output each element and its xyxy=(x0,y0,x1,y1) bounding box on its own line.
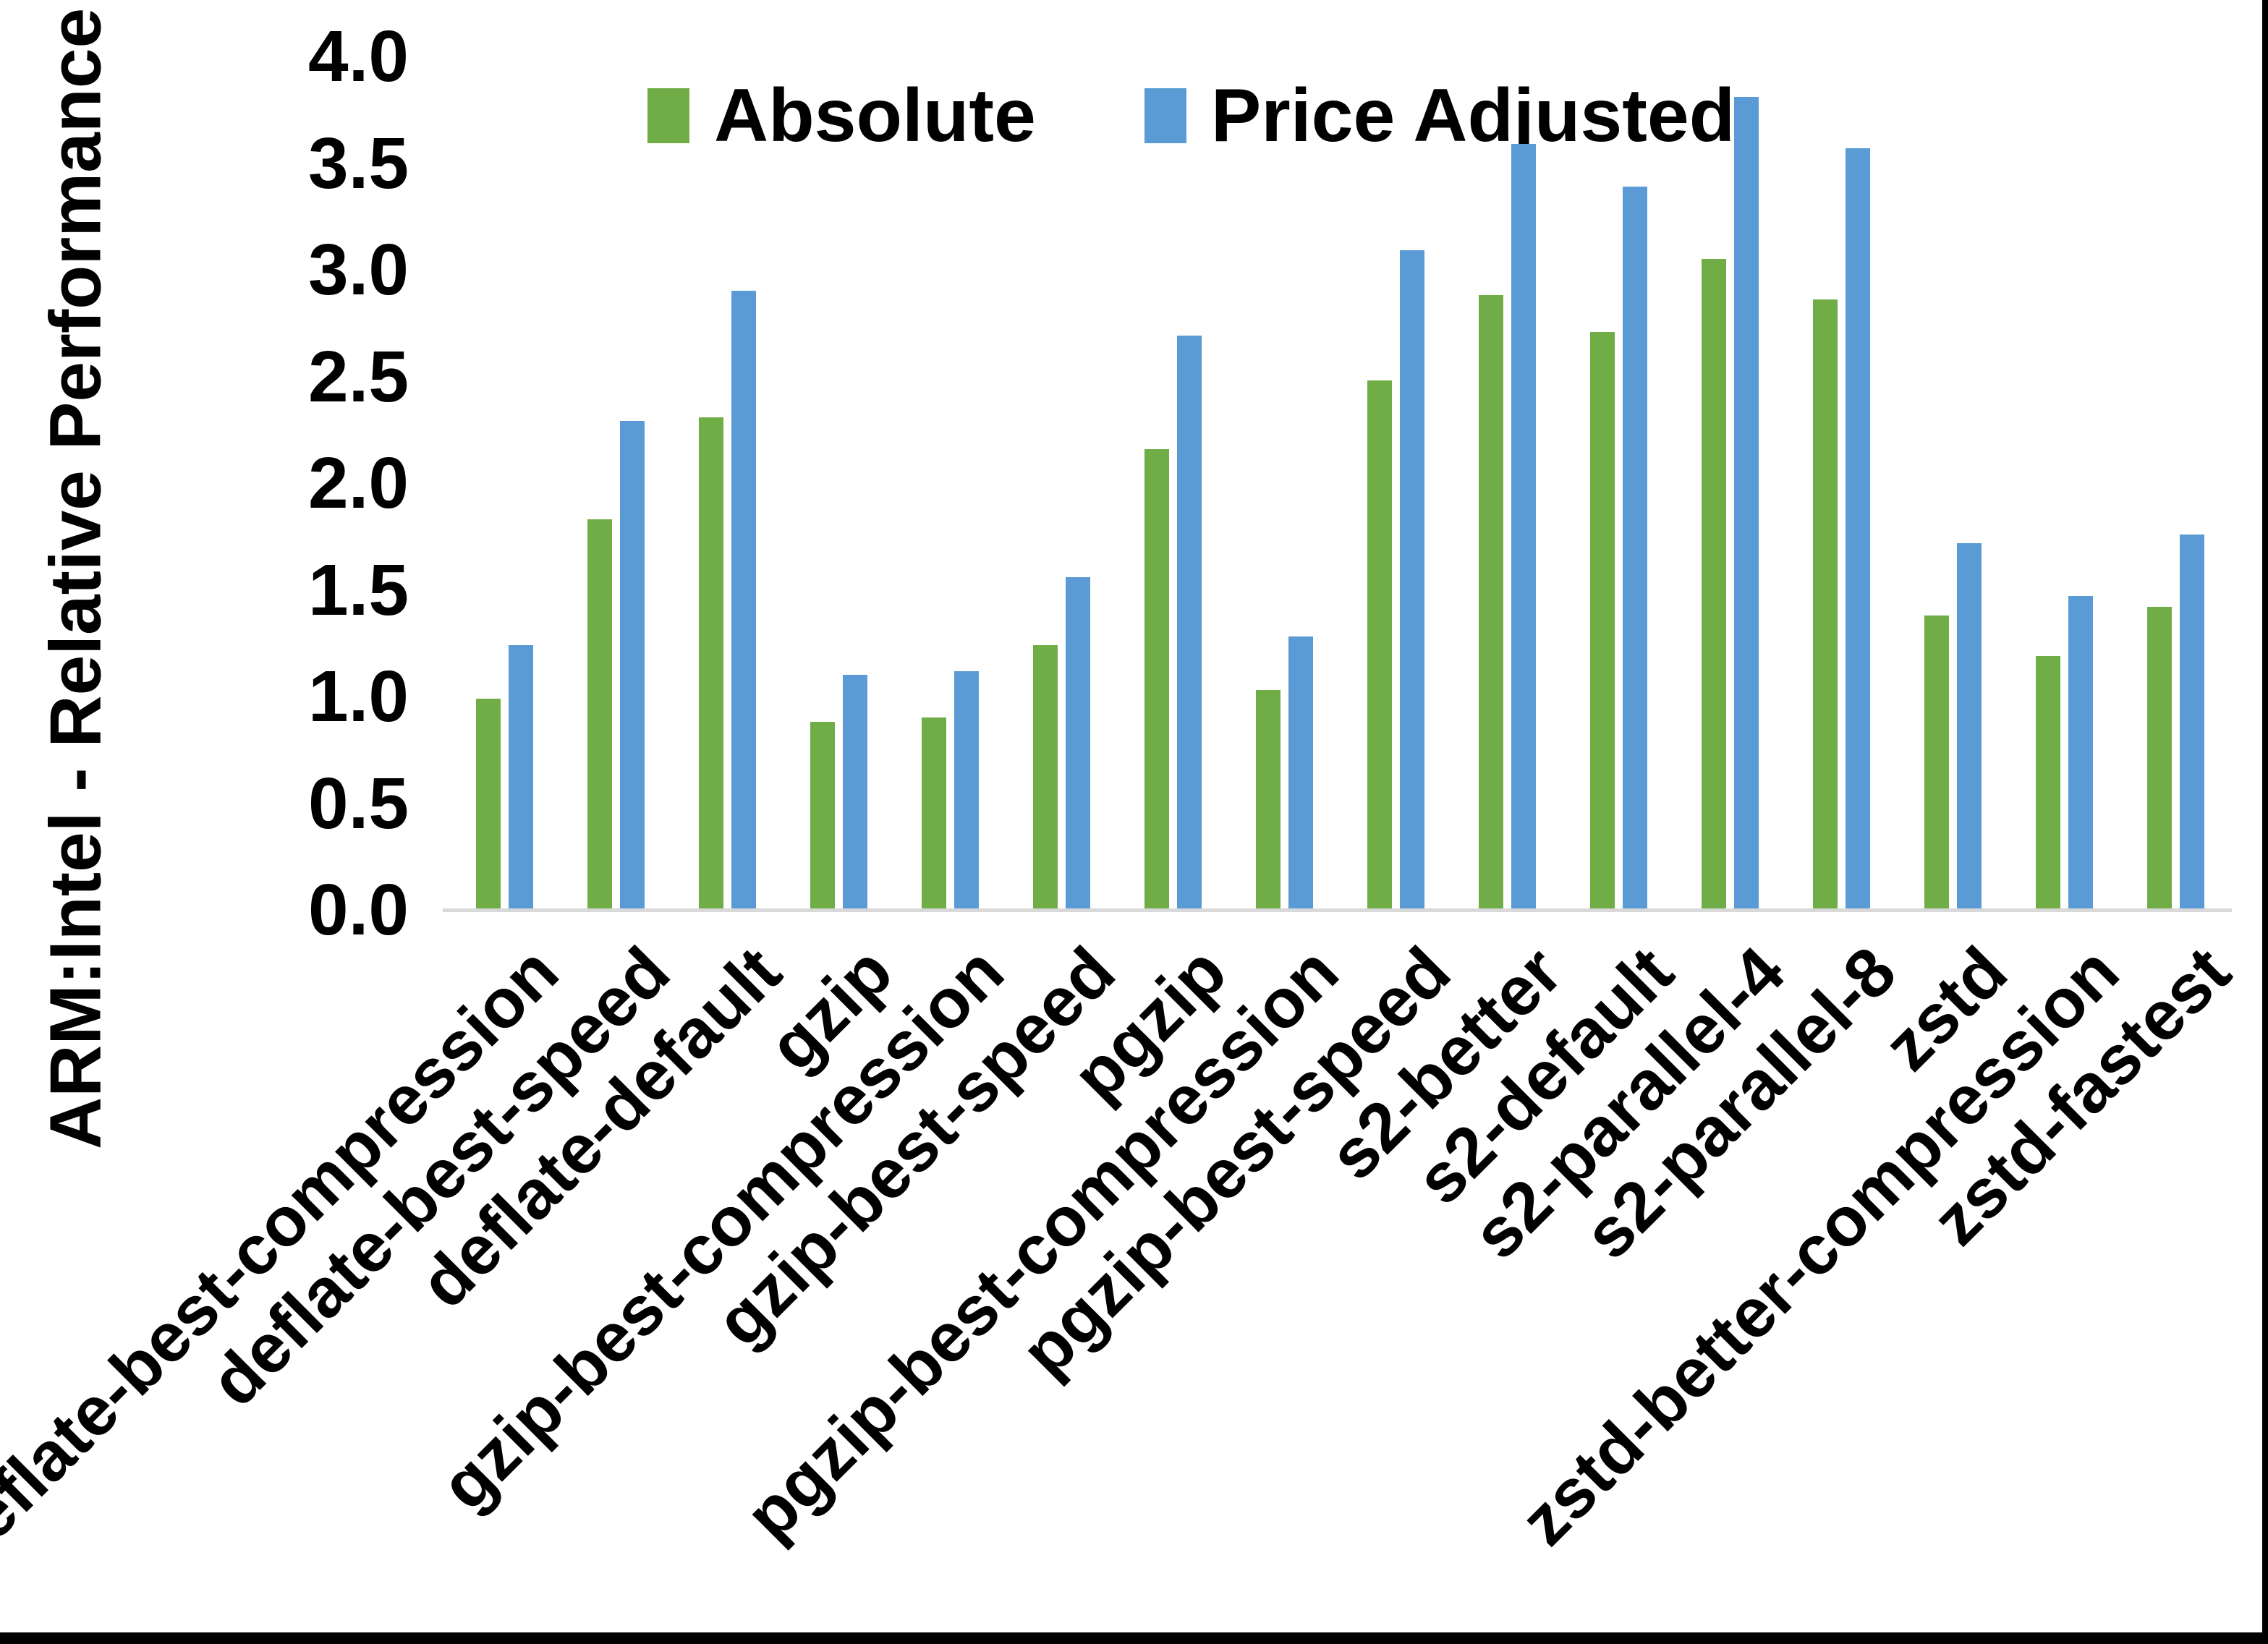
frame-border-bottom xyxy=(0,1632,2268,1644)
bar-price-adjusted-pgzip-best-compression xyxy=(1288,636,1313,910)
bar-price-adjusted-pgzip xyxy=(1177,336,1202,910)
bar-price-adjusted-deflate-best-speed xyxy=(620,421,645,910)
y-tick-label: 0.5 xyxy=(307,762,409,844)
bar-price-adjusted-gzip-best-compression xyxy=(954,671,979,910)
x-axis-line xyxy=(443,908,2232,912)
y-tick-label: 3.0 xyxy=(307,229,409,310)
bar-absolute-zstd-better-compression xyxy=(2036,656,2060,910)
y-tick-label: 2.5 xyxy=(307,336,409,417)
bar-absolute-s2-parallel-8 xyxy=(1813,299,1838,910)
legend-label-absolute: Absolute xyxy=(714,74,1036,158)
bar-absolute-deflate-best-speed xyxy=(587,519,612,910)
bar-absolute-gzip xyxy=(810,722,835,910)
bar-absolute-pgzip-best-compression xyxy=(1256,690,1280,910)
bar-absolute-deflate-best-compression xyxy=(476,699,501,910)
bar-absolute-zstd xyxy=(1924,616,1949,910)
legend-entry-price-adjusted: Price Adjusted xyxy=(1144,78,1735,153)
bar-price-adjusted-deflate-best-compression xyxy=(509,645,533,910)
bar-absolute-deflate-default xyxy=(699,417,723,910)
y-axis-title: ARM:Intel - Relative Performance xyxy=(35,7,116,1150)
y-tick-label: 0.0 xyxy=(307,869,409,950)
bar-absolute-gzip-best-speed xyxy=(1033,645,1058,910)
bar-price-adjusted-gzip-best-speed xyxy=(1066,577,1090,910)
bar-absolute-s2-better xyxy=(1479,295,1503,910)
legend-entry-absolute: Absolute xyxy=(647,78,1036,153)
bar-absolute-zstd-fastest xyxy=(2147,607,2172,910)
legend-label-price-adjusted: Price Adjusted xyxy=(1210,74,1736,158)
legend: Absolute Price Adjusted xyxy=(647,78,1735,153)
y-tick-label: 4.0 xyxy=(307,16,409,97)
bar-price-adjusted-zstd-better-compression xyxy=(2068,596,2093,910)
bar-price-adjusted-s2-better xyxy=(1511,144,1536,910)
y-tick-label: 3.5 xyxy=(307,122,409,204)
y-tick-label: 1.0 xyxy=(307,656,409,737)
bar-absolute-s2-default xyxy=(1590,332,1615,910)
legend-swatch-absolute-icon xyxy=(647,88,689,143)
bar-price-adjusted-s2-parallel-4 xyxy=(1734,97,1759,910)
bar-absolute-pgzip xyxy=(1144,449,1169,910)
bar-absolute-s2-parallel-4 xyxy=(1702,259,1726,910)
frame-border-right xyxy=(2262,0,2268,1644)
bar-price-adjusted-zstd-fastest xyxy=(2180,534,2204,910)
bar-price-adjusted-deflate-default xyxy=(731,291,756,910)
bar-price-adjusted-s2-parallel-8 xyxy=(1846,148,1870,910)
y-tick-label: 2.0 xyxy=(307,443,409,524)
legend-swatch-price-adjusted-icon xyxy=(1144,88,1186,143)
bar-absolute-gzip-best-compression xyxy=(922,717,946,910)
bar-price-adjusted-zstd xyxy=(1957,543,1982,910)
bar-price-adjusted-pgzip-best-speed xyxy=(1400,250,1424,910)
bar-price-adjusted-gzip xyxy=(843,675,867,910)
bar-price-adjusted-s2-default xyxy=(1623,187,1647,910)
y-tick-label: 1.5 xyxy=(307,549,409,631)
bar-absolute-pgzip-best-speed xyxy=(1367,380,1392,910)
